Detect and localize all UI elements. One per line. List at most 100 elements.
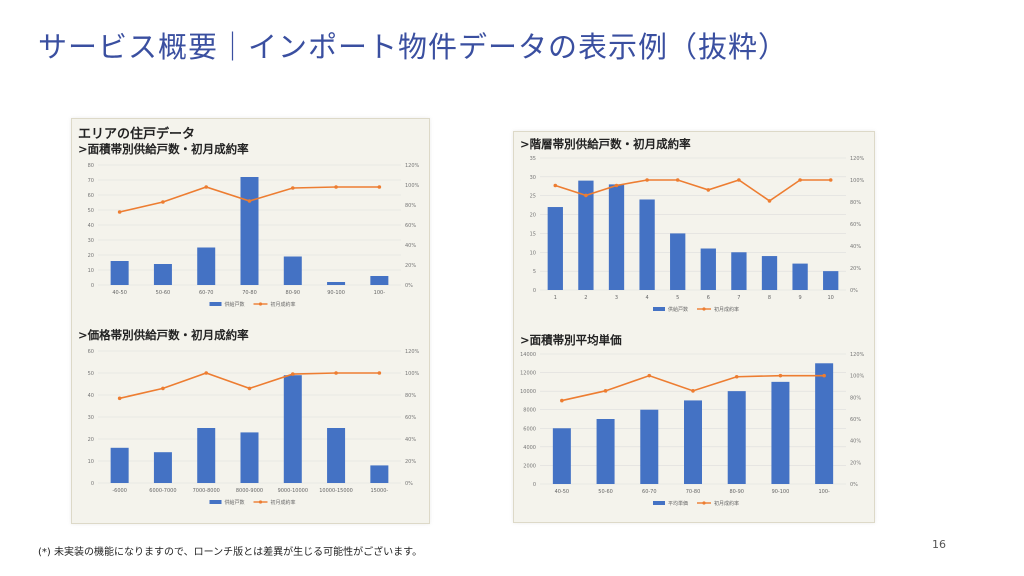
line-series — [555, 179, 831, 202]
x-tick-label: 50-60 — [156, 290, 171, 296]
y2-tick-label: 40% — [850, 439, 861, 445]
x-tick-label: 50-60 — [598, 489, 613, 495]
line-point — [204, 371, 209, 375]
right-chart-panel: >階層帯別供給戸数・初月成約率 0 5 10 15 20 25 30 35 0% 20% 40% 60… — [513, 131, 875, 523]
y-tick-label: 0 — [91, 481, 94, 487]
y2-tick-label: 20% — [850, 266, 861, 272]
x-tick-label: 40-50 — [555, 489, 570, 495]
line-point — [691, 389, 695, 393]
y-tick-label: 14000 — [520, 352, 536, 358]
x-tick-label: 3 — [615, 295, 618, 301]
line-point — [290, 186, 295, 190]
chart-1-title: >面積帯別供給戸数・初月成約率 — [78, 142, 249, 156]
legend-line-marker — [258, 302, 263, 306]
line-point — [161, 200, 165, 204]
y-tick-label: 20 — [88, 437, 94, 443]
y2-tick-label: 0% — [405, 283, 413, 289]
y-tick-label: 30 — [530, 175, 536, 181]
legend-bar-label: 平均単価 — [668, 500, 688, 507]
y2-tick-label: 40% — [405, 437, 416, 443]
y2-tick-label: 80% — [850, 200, 861, 206]
legend-bar-swatch — [209, 302, 222, 306]
bar — [640, 409, 659, 484]
line-point — [737, 178, 741, 182]
y2-tick-label: 20% — [405, 263, 416, 269]
legend-bar-label: 供給戸数 — [668, 306, 688, 313]
line-point — [675, 178, 680, 182]
x-tick-label: 100- — [374, 290, 386, 296]
line-point — [584, 193, 588, 198]
x-tick-label: 80-90 — [286, 290, 301, 296]
price-supply-chart: 0 10 20 30 40 50 60 0% 20% 40% 60% 80% 100% 120% -6000… — [88, 349, 420, 506]
line-point — [767, 199, 772, 203]
y2-tick-label: 60% — [850, 417, 861, 423]
bar — [327, 282, 346, 285]
x-tick-label: 90-100 — [327, 290, 345, 296]
y-tick-label: 80 — [88, 163, 94, 169]
legend-bar-swatch — [653, 307, 665, 311]
bar — [283, 256, 302, 285]
legend-bar-label: 供給戸数 — [225, 301, 245, 308]
line-point — [117, 396, 122, 401]
y2-tick-label: 120% — [850, 352, 865, 358]
y2-tick-label: 100% — [850, 178, 865, 184]
legend-bar-swatch — [209, 500, 222, 504]
y-tick-label: 0 — [533, 482, 536, 488]
area-unit-price-chart: 0 2000 4000 6000 8000 10000 12000 14000 0% 20% 40%… — [520, 352, 865, 507]
x-tick-label: 7 — [737, 295, 740, 301]
x-tick-label: 70-80 — [242, 290, 257, 296]
x-tick-label: 100- — [818, 489, 830, 495]
x-tick-label: 4 — [646, 295, 649, 301]
line-point — [334, 371, 338, 375]
x-tick-label: 40-50 — [112, 290, 127, 296]
line-point — [204, 185, 209, 189]
y-tick-label: 6000 — [523, 426, 536, 432]
line-point — [778, 373, 783, 378]
y-tick-label: 0 — [533, 288, 536, 294]
legend-line-marker — [702, 501, 706, 505]
y-tick-label: 5 — [533, 269, 536, 275]
x-tick-label: 10 — [828, 295, 834, 301]
y-tick-label: 60 — [88, 349, 94, 355]
line-point — [290, 372, 295, 376]
y-tick-label: 30 — [88, 238, 94, 244]
y-tick-label: 50 — [88, 371, 94, 377]
line-point — [614, 183, 619, 188]
bar — [578, 180, 594, 290]
bar — [240, 432, 259, 483]
y2-tick-label: 120% — [850, 156, 865, 162]
y-tick-label: 10 — [530, 250, 536, 256]
line-point — [161, 386, 165, 391]
y-tick-label: 15 — [530, 231, 536, 237]
line-point — [247, 386, 252, 391]
y-tick-label: 40 — [88, 223, 94, 229]
bar — [731, 252, 747, 290]
y-tick-label: 50 — [88, 208, 94, 214]
x-tick-label: 15000- — [370, 488, 388, 494]
line-point — [603, 389, 608, 393]
bar — [700, 248, 716, 290]
line-point — [828, 178, 833, 182]
line-point — [553, 183, 558, 188]
x-tick-label: 10000-15000 — [319, 488, 353, 494]
line-point — [734, 374, 739, 379]
chart-2-title: >階層帯別供給戸数・初月成約率 — [520, 137, 691, 151]
bar — [197, 428, 216, 483]
page-number: 16 — [932, 538, 946, 551]
legend-bar-swatch — [653, 501, 665, 505]
area-data-heading: エリアの住戸データ — [78, 127, 196, 142]
x-tick-label: 1 — [554, 295, 557, 301]
bar — [370, 276, 389, 285]
x-tick-label: 8 — [768, 295, 771, 301]
line-point — [117, 210, 122, 214]
y2-tick-label: 40% — [850, 244, 861, 250]
x-tick-label: 9 — [799, 295, 802, 301]
legend-line-label: 初月成約率 — [271, 301, 296, 308]
legend-line-label: 初月成約率 — [714, 500, 739, 507]
y2-tick-label: 40% — [405, 243, 416, 249]
line-point — [560, 398, 564, 403]
y2-tick-label: 20% — [850, 460, 861, 466]
y2-tick-label: 120% — [405, 349, 420, 355]
y2-tick-label: 0% — [850, 482, 858, 488]
y-tick-label: 0 — [91, 283, 94, 289]
